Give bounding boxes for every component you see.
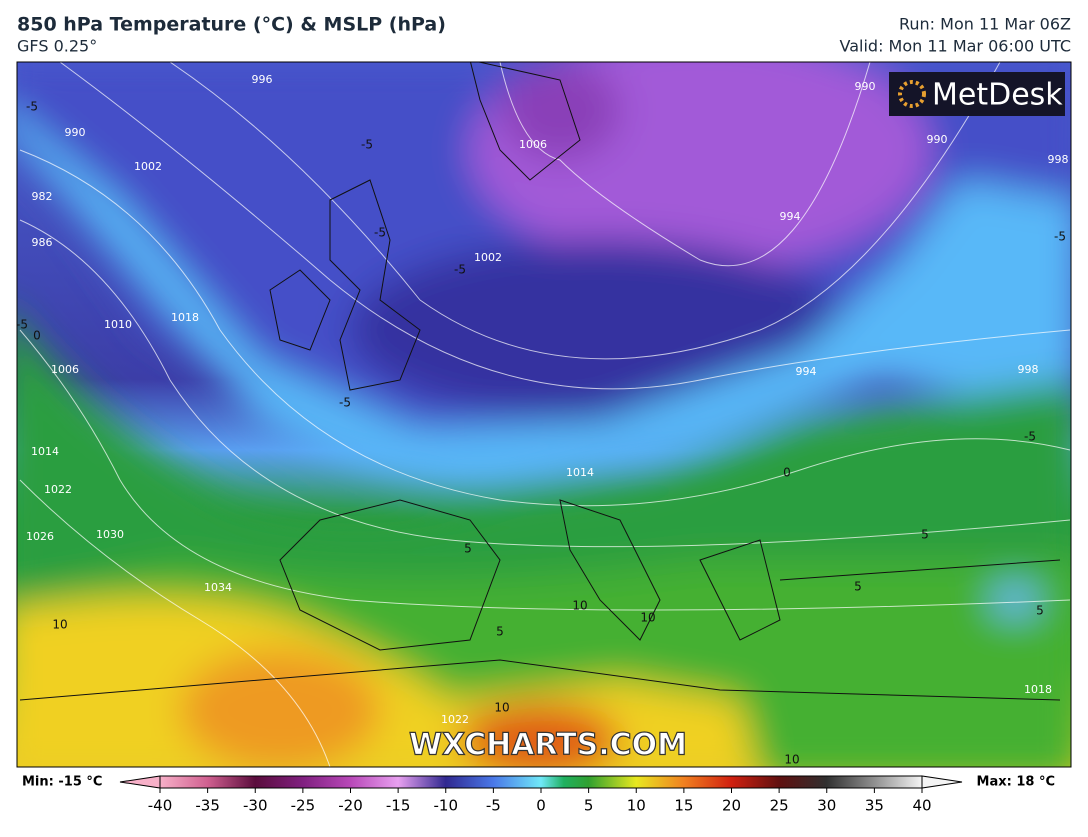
- isobar-label: 986: [32, 236, 53, 249]
- map-frame: [16, 61, 1072, 768]
- isobar-label: 996: [252, 73, 273, 86]
- colorbar-tick-label: 30: [817, 797, 836, 815]
- isobar-label: 990: [855, 80, 876, 93]
- temperature-label: -5: [16, 318, 28, 332]
- colorbar-right-arrow: [921, 775, 963, 789]
- temperature-label: 10: [52, 618, 67, 632]
- colorbar-gradient: [159, 775, 923, 789]
- logo-icon: [898, 80, 926, 108]
- isobar-label: 990: [927, 133, 948, 146]
- run-time: Run: Mon 11 Mar 06Z: [899, 15, 1071, 34]
- isobar-label: 1034: [204, 581, 232, 594]
- colorbar-tick-label: -5: [486, 797, 501, 815]
- isobar-label: 1006: [51, 363, 79, 376]
- logo: MetDesk: [932, 78, 1063, 113]
- isobar-label: 1002: [134, 160, 162, 173]
- isobar-label: 994: [780, 210, 801, 223]
- isobar-label: 982: [32, 190, 53, 203]
- colorbar-tick-label: -30: [243, 797, 268, 815]
- temperature-label: -5: [1024, 430, 1036, 444]
- temperature-label: -5: [361, 138, 373, 152]
- colorbar: -40 -35 -30 -25 -20 -15 -10 -5 0 5 10 15 20 25 30 35 40: [119, 775, 963, 815]
- temperature-label: -5: [374, 226, 386, 240]
- temperature-label: 5: [854, 580, 862, 594]
- colorbar-tick-label: 20: [722, 797, 741, 815]
- temperature-label: 10: [572, 599, 587, 613]
- colorbar-tick-label: 40: [912, 797, 931, 815]
- isobar-label: 1022: [44, 483, 72, 496]
- colorbar-left-arrow: [119, 775, 161, 789]
- temperature-label: -5: [1054, 230, 1066, 244]
- colorbar-tick-label: -35: [195, 797, 220, 815]
- colorbar-tick-label: -20: [338, 797, 363, 815]
- colorbar-tick-label: 15: [674, 797, 693, 815]
- colorbar-tick-label: 25: [770, 797, 789, 815]
- temperature-label: 10: [784, 753, 799, 767]
- isobar-label: 994: [796, 365, 817, 378]
- title: 850 hPa Temperature (°C) & MSLP (hPa): [17, 14, 446, 36]
- isobar-label: 1006: [519, 138, 547, 151]
- colorbar-tick-label: 10: [627, 797, 646, 815]
- isobar-label: 1010: [104, 318, 132, 331]
- isobar-label: 1014: [566, 466, 594, 479]
- valid-time: Valid: Mon 11 Mar 06:00 UTC: [840, 37, 1071, 56]
- temperature-label: 10: [640, 611, 655, 625]
- temperature-label: 10: [494, 701, 509, 715]
- temperature-label: 5: [1036, 604, 1044, 618]
- isobar-label: 990: [65, 126, 86, 139]
- isobar-label: 1018: [1024, 683, 1052, 696]
- watermark: WXCHARTS.COM: [409, 728, 687, 763]
- subtitle: GFS 0.25°: [17, 37, 97, 56]
- isobar-label: 1014: [31, 445, 59, 458]
- colorbar-tick-label: 0: [536, 797, 546, 815]
- temperature-label: -5: [339, 396, 351, 410]
- temperature-label: 5: [496, 625, 504, 639]
- colorbar-tick-label: 5: [584, 797, 594, 815]
- isobar-label: 1002: [474, 251, 502, 264]
- isobar-label: 1030: [96, 528, 124, 541]
- isobar-label: 998: [1048, 153, 1069, 166]
- isobar-label: 1026: [26, 530, 54, 543]
- isobar-label: 998: [1018, 363, 1039, 376]
- colorbar-tick-label: -10: [434, 797, 459, 815]
- logo-box: [889, 72, 1065, 116]
- colorbar-tick-label: -15: [386, 797, 411, 815]
- isobar-label: 1022: [441, 713, 469, 726]
- temperature-label: 5: [921, 528, 929, 542]
- temperature-label: -5: [26, 100, 38, 114]
- colorbar-tick-label: -25: [291, 797, 316, 815]
- temperature-label: 5: [464, 542, 472, 556]
- max-label: Max: 18 °C: [977, 775, 1055, 790]
- colorbar-tick-label: 35: [865, 797, 884, 815]
- temperature-label: 0: [783, 466, 791, 480]
- isobar-label: 1018: [171, 311, 199, 324]
- temperature-label: -5: [454, 263, 466, 277]
- colorbar-tick-label: -40: [148, 797, 173, 815]
- min-label: Min: -15 °C: [22, 775, 102, 790]
- temperature-label: 0: [33, 329, 41, 343]
